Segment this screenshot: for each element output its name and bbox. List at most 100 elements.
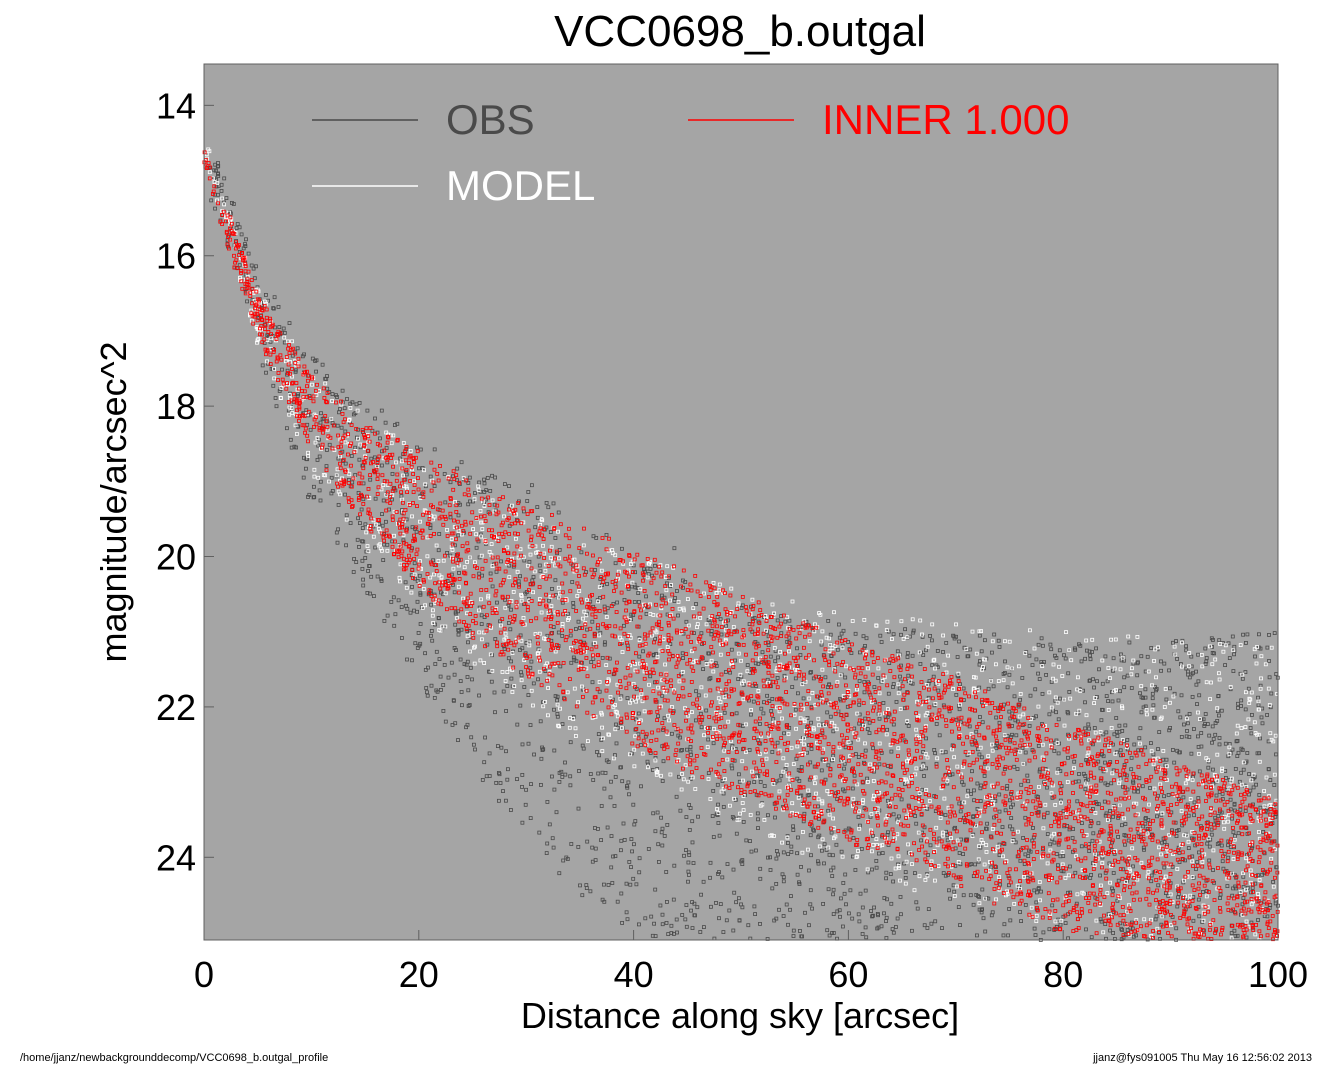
- data-point: [295, 346, 300, 351]
- data-point: [870, 914, 874, 919]
- data-point: [918, 662, 923, 666]
- data-point: [1232, 648, 1237, 653]
- data-point: [449, 660, 454, 665]
- data-point: [1111, 871, 1116, 875]
- data-point: [487, 774, 492, 778]
- data-point: [604, 758, 609, 763]
- data-point: [711, 835, 716, 839]
- data-point: [807, 868, 811, 873]
- data-point: [438, 688, 443, 692]
- data-point: [972, 788, 976, 793]
- data-point: [436, 548, 441, 553]
- data-point: [1125, 787, 1130, 792]
- data-point: [363, 556, 368, 560]
- data-point: [314, 369, 319, 374]
- data-point: [1083, 774, 1088, 778]
- data-point: [748, 839, 752, 843]
- data-point: [371, 594, 376, 598]
- data-point: [1236, 706, 1240, 710]
- data-point: [1186, 672, 1190, 677]
- data-point: [431, 558, 436, 563]
- data-point: [1053, 812, 1058, 817]
- data-point: [709, 632, 714, 637]
- data-point: [758, 876, 763, 881]
- data-point: [626, 780, 631, 785]
- data-point: [344, 513, 349, 518]
- data-point: [627, 860, 632, 864]
- data-point: [637, 600, 641, 604]
- data-point: [943, 813, 948, 817]
- data-point: [1110, 840, 1114, 845]
- data-point: [1008, 824, 1012, 829]
- data-point: [696, 693, 701, 698]
- data-point: [678, 808, 683, 813]
- data-point: [1010, 732, 1014, 737]
- data-point: [968, 647, 973, 652]
- data-point: [716, 821, 721, 825]
- data-point: [809, 720, 813, 725]
- data-point: [676, 613, 680, 618]
- data-point: [898, 674, 902, 679]
- data-point: [325, 374, 329, 379]
- data-point: [751, 699, 756, 704]
- data-point: [937, 733, 942, 738]
- data-point: [1210, 740, 1214, 745]
- data-point: [668, 584, 672, 588]
- data-point: [1258, 736, 1262, 741]
- data-point: [610, 881, 615, 885]
- data-point: [888, 872, 893, 876]
- data-point: [1192, 727, 1196, 731]
- data-point: [789, 894, 793, 898]
- data-point: [1186, 813, 1191, 818]
- data-point: [685, 747, 689, 752]
- data-point: [652, 921, 656, 926]
- data-point: [1239, 746, 1244, 751]
- data-point: [992, 632, 997, 637]
- data-point: [857, 712, 862, 717]
- data-point: [509, 659, 514, 664]
- data-point: [816, 859, 820, 864]
- data-point: [1058, 922, 1063, 927]
- data-point: [988, 834, 993, 839]
- data-point: [921, 653, 926, 657]
- data-point: [360, 558, 365, 563]
- data-point: [490, 584, 495, 589]
- data-point: [642, 567, 646, 572]
- data-point: [1135, 661, 1140, 666]
- data-point: [1243, 809, 1248, 813]
- data-point: [1115, 898, 1120, 903]
- data-point: [611, 854, 615, 859]
- data-point: [979, 649, 984, 654]
- data-point: [1092, 726, 1097, 730]
- data-point: [529, 659, 534, 664]
- data-point: [591, 778, 596, 782]
- data-point: [538, 569, 543, 574]
- data-point: [1056, 767, 1061, 772]
- data-point: [465, 629, 470, 634]
- data-point: [992, 743, 997, 748]
- data-point: [984, 656, 989, 661]
- data-point: [629, 837, 634, 841]
- data-point: [633, 727, 638, 732]
- data-point: [1181, 795, 1186, 800]
- data-point: [791, 828, 796, 832]
- data-point: [967, 724, 972, 729]
- data-point: [330, 392, 335, 397]
- data-point: [1244, 641, 1248, 645]
- data-point: [480, 573, 485, 578]
- data-point: [1139, 748, 1143, 753]
- data-point: [787, 640, 792, 645]
- data-point: [209, 198, 214, 203]
- data-point: [1143, 695, 1148, 700]
- data-point: [373, 416, 377, 421]
- data-point: [1068, 890, 1072, 895]
- data-point: [1026, 779, 1031, 784]
- data-point: [551, 501, 556, 506]
- data-point: [1196, 796, 1201, 800]
- data-point: [1110, 886, 1114, 891]
- data-point: [841, 787, 845, 792]
- data-point: [579, 550, 584, 555]
- data-point: [807, 793, 812, 797]
- data-point: [1226, 843, 1230, 848]
- data-point: [365, 408, 370, 413]
